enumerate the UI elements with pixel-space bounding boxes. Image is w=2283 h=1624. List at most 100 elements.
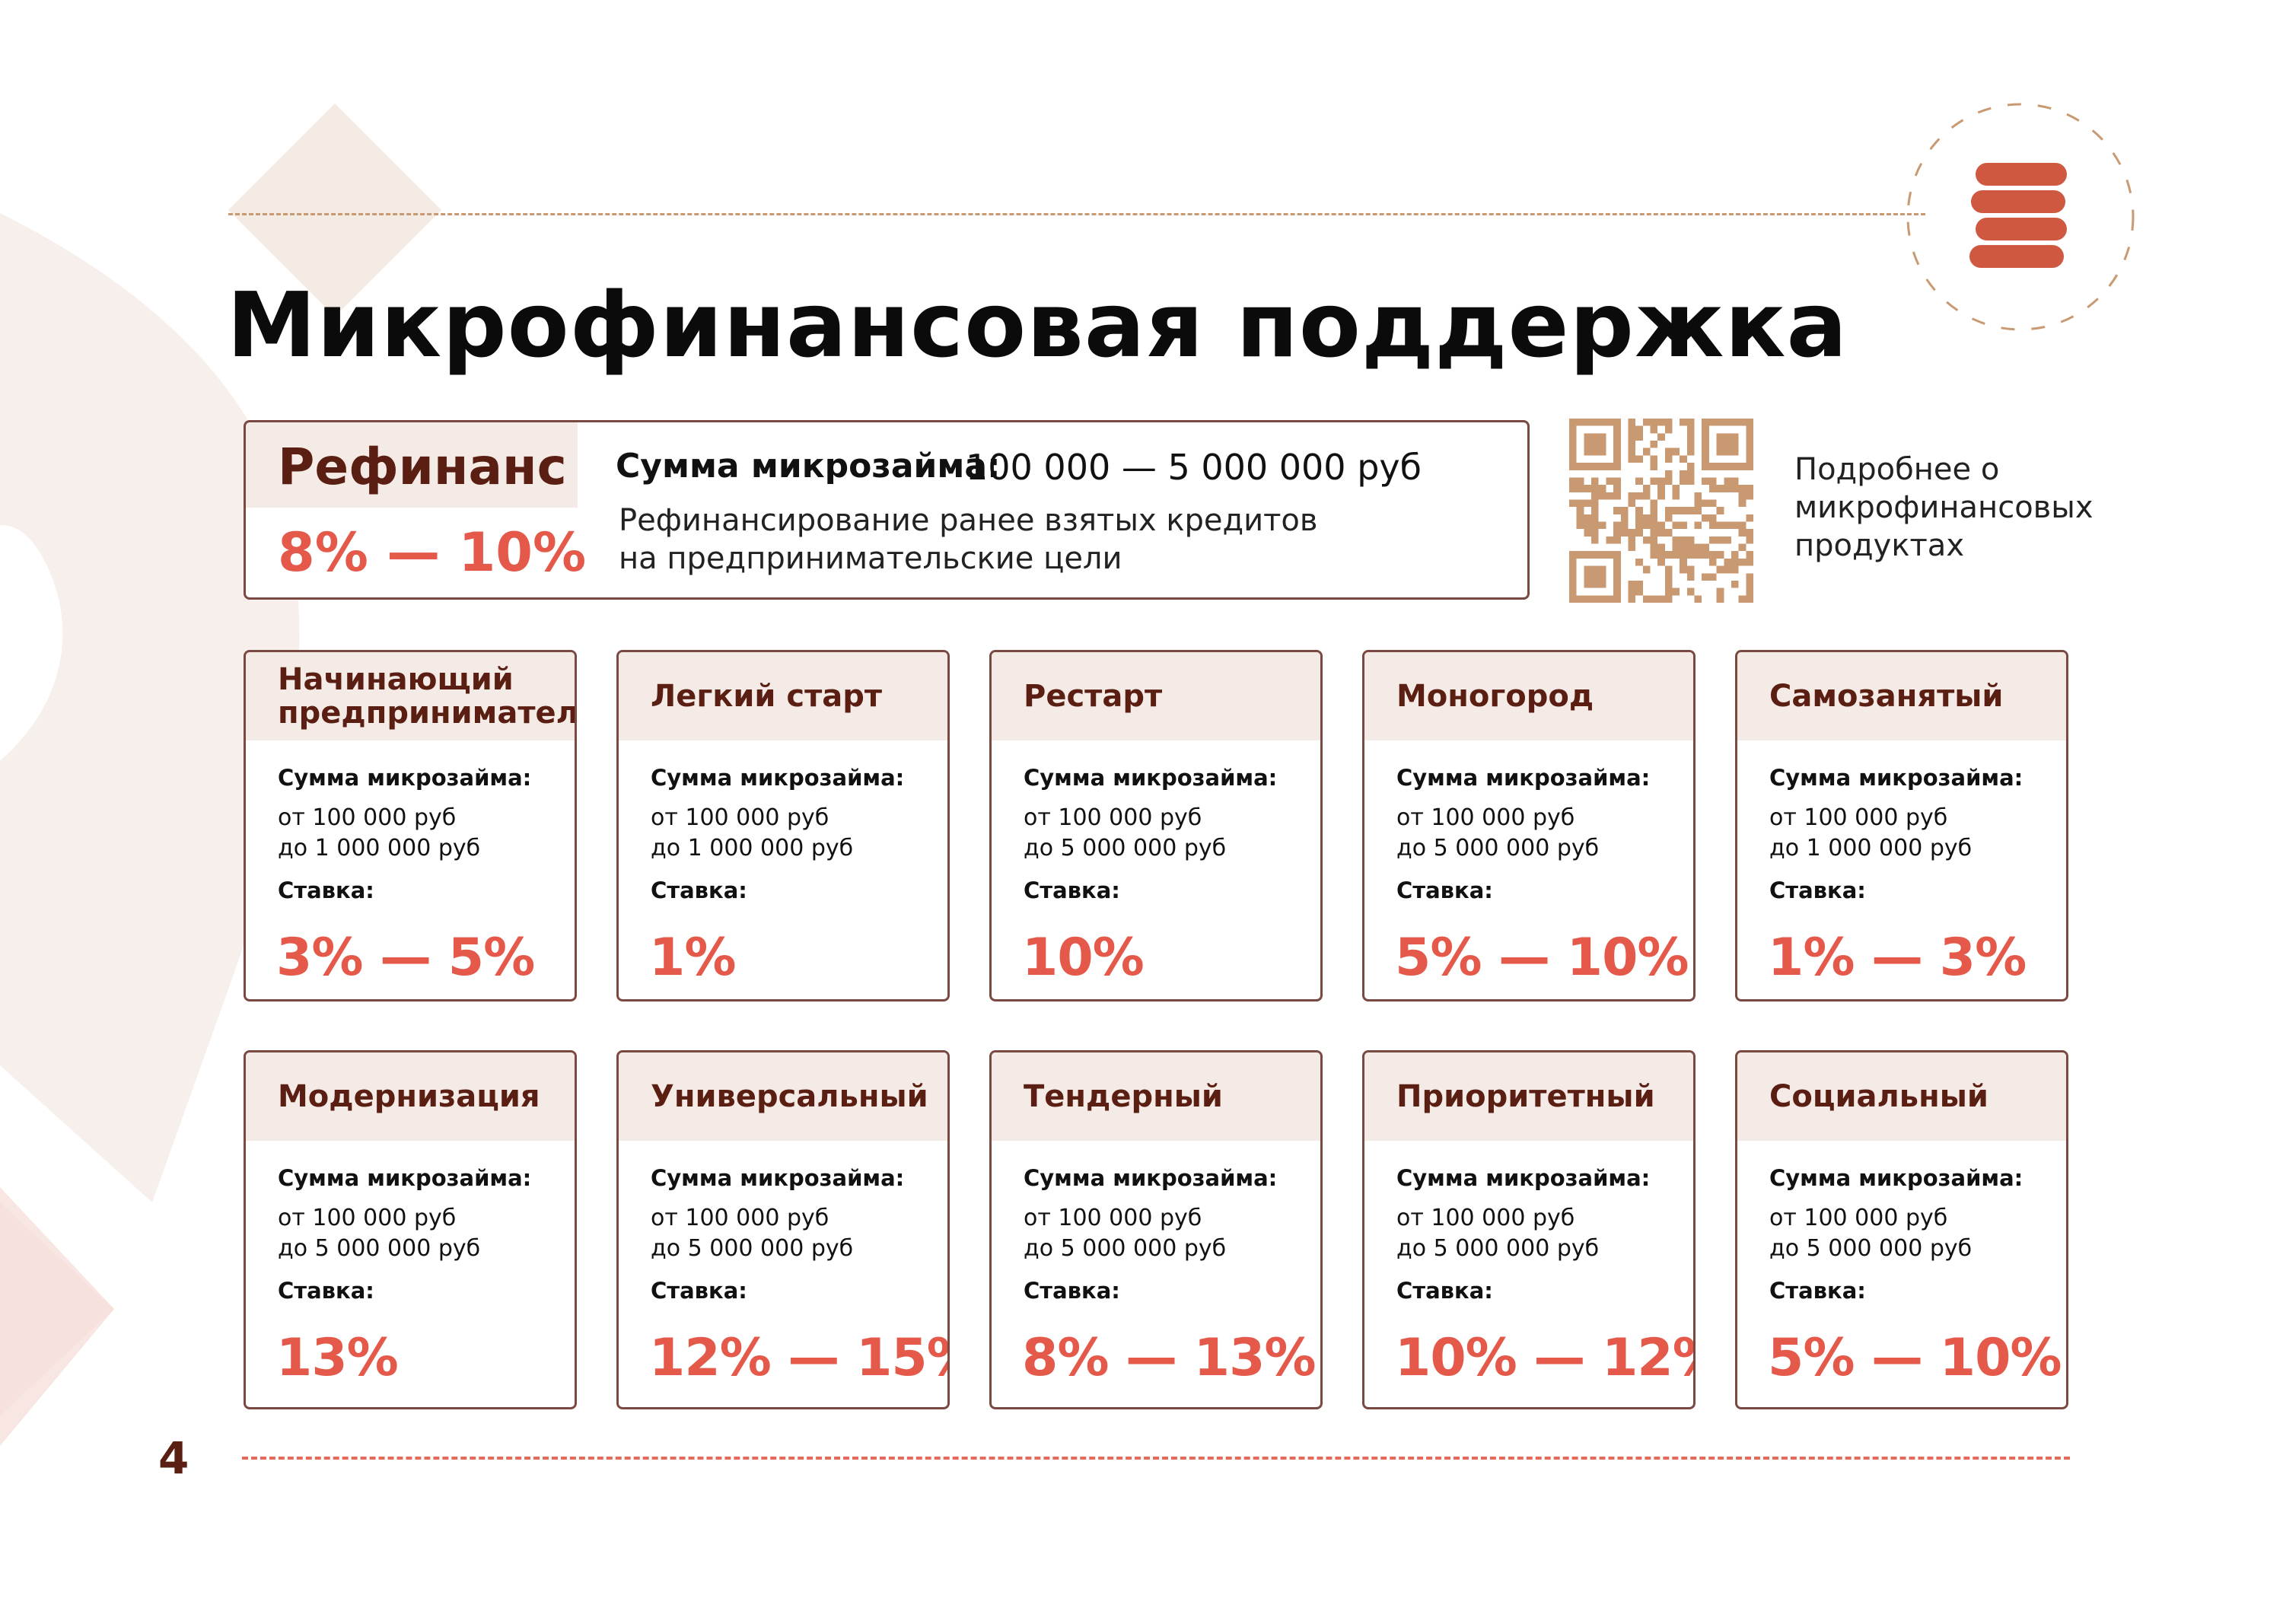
card-header [246,652,575,740]
card-rate-label: Ставка: [278,1278,374,1304]
product-card: Приоритетный Сумма микрозайма: от 100 00… [1362,1050,1696,1409]
card-amount-from: от 100 000 руб [651,1205,829,1231]
card-amount-to: до 1 000 000 руб [651,835,854,861]
card-rate-label: Ставка: [651,877,747,903]
qr-caption-line: Подробнее о [1794,452,2000,487]
card-amount-to: до 5 000 000 руб [1396,835,1600,861]
refinans-amount-label: Сумма микрозайма: [616,447,1001,486]
card-rate: 3% — 5% [276,928,535,988]
card-amount-label: Сумма микрозайма: [1024,765,1278,791]
card-header [619,652,947,740]
card-header [992,652,1320,740]
card-amount-to: до 5 000 000 руб [1769,1235,1973,1262]
card-amount-from: от 100 000 руб [1024,1205,1202,1231]
card-amount-from: от 100 000 руб [278,804,457,831]
card-amount-label: Сумма микрозайма: [651,765,905,791]
card-amount-to: до 1 000 000 руб [278,835,481,861]
card-amount-from: от 100 000 руб [1769,1205,1948,1231]
top-dashed-divider [228,213,1925,215]
card-amount-to: до 1 000 000 руб [1769,835,1973,861]
card-rate-label: Ставка: [278,877,374,903]
card-title: Самозанятый [1769,680,2003,713]
bottom-dashed-divider [242,1457,2070,1460]
card-rate: 12% — 15% [649,1328,950,1388]
qr-code-icon[interactable] [1569,419,1753,603]
product-card: Самозанятый Сумма микрозайма: от 100 000… [1735,650,2068,1001]
card-rate-label: Ставка: [1769,1278,1866,1304]
card-amount-label: Сумма микрозайма: [1769,765,2023,791]
card-amount-label: Сумма микрозайма: [1769,1165,2023,1191]
card-rate: 5% — 10% [1768,1328,2062,1388]
card-title-line: Легкий старт [651,679,883,714]
card-title: Модернизация [278,1080,540,1113]
card-amount-label: Сумма микрозайма: [278,765,532,791]
card-header [1364,1052,1693,1141]
card-title-line: Тендерный [1024,1079,1223,1114]
card-title-line: Приоритетный [1396,1079,1655,1114]
card-header [246,1052,575,1141]
card-amount-label: Сумма микрозайма: [1396,765,1651,791]
card-rate: 10% [1022,928,1145,988]
card-title-line: Рестарт [1024,679,1163,714]
refinans-amount-value: 100 000 — 5 000 000 руб [966,447,1422,488]
page-number: 4 [158,1432,189,1484]
refinans-rate: 8% — 10% [278,521,587,584]
card-rate-label: Ставка: [651,1278,747,1304]
product-card: Универсальный Сумма микрозайма: от 100 0… [616,1050,950,1409]
card-rate: 1% [649,928,736,988]
card-title-line: Универсальный [651,1079,928,1114]
product-card: Рестарт Сумма микрозайма: от 100 000 руб… [989,650,1323,1001]
product-card: Легкий старт Сумма микрозайма: от 100 00… [616,650,950,1001]
card-amount-label: Сумма микрозайма: [1024,1165,1278,1191]
card-title: Тендерный [1024,1080,1223,1113]
card-amount-to: до 5 000 000 руб [1024,1235,1227,1262]
card-amount-from: от 100 000 руб [1769,804,1948,831]
card-title-line: Моногород [1396,679,1594,714]
product-card: Модернизация Сумма микрозайма: от 100 00… [244,1050,577,1409]
card-amount-to: до 5 000 000 руб [1024,835,1227,861]
card-amount-from: от 100 000 руб [1396,804,1575,831]
card-rate: 13% [276,1328,399,1388]
qr-caption: Подробнее о микрофинансовых продуктах [1794,451,2175,565]
card-amount-label: Сумма микрозайма: [278,1165,532,1191]
qr-caption-line: продуктах [1794,528,1964,563]
card-amount-from: от 100 000 руб [651,804,829,831]
card-title: Моногород [1396,680,1594,713]
card-header [992,1052,1320,1141]
card-amount-from: от 100 000 руб [1024,804,1202,831]
refinans-banner: Рефинанс 8% — 10% Сумма микрозайма: 100 … [244,420,1530,600]
product-card: Моногород Сумма микрозайма: от 100 000 р… [1362,650,1696,1001]
refinans-description: Рефинансирование ранее взятых кредитов н… [619,502,1456,578]
card-header [1737,652,2066,740]
card-title-line: Социальный [1769,1079,1988,1114]
card-amount-from: от 100 000 руб [278,1205,457,1231]
coins-icon [1906,103,2135,331]
card-title-line: предприниматель [278,696,577,731]
card-rate-label: Ставка: [1396,1278,1493,1304]
card-header [1737,1052,2066,1141]
card-title-line: Начинающий [278,662,514,697]
refinans-header [246,422,578,508]
card-title: Универсальный [651,1080,928,1113]
product-card: Начинающий предприниматель Сумма микроза… [244,650,577,1001]
refinans-description-line: на предпринимательские цели [619,541,1122,576]
card-title: Легкий старт [651,680,882,713]
card-amount-label: Сумма микрозайма: [651,1165,905,1191]
card-amount-to: до 5 000 000 руб [1396,1235,1600,1262]
card-title-line: Самозанятый [1769,679,2004,714]
card-title: Приоритетный [1396,1080,1655,1113]
card-rate: 10% — 12% [1395,1328,1696,1388]
card-header [1364,652,1693,740]
card-title: Начинающий предприниматель [278,662,577,731]
card-header [619,1052,947,1141]
card-rate-label: Ставка: [1396,877,1493,903]
card-title: Социальный [1769,1080,1988,1113]
card-amount-from: от 100 000 руб [1396,1205,1575,1231]
card-rate-label: Ставка: [1024,877,1120,903]
card-amount-to: до 5 000 000 руб [278,1235,481,1262]
card-title-line: Модернизация [278,1079,540,1114]
qr-caption-line: микрофинансовых [1794,490,2094,525]
product-card: Тендерный Сумма микрозайма: от 100 000 р… [989,1050,1323,1409]
product-card: Социальный Сумма микрозайма: от 100 000 … [1735,1050,2068,1409]
